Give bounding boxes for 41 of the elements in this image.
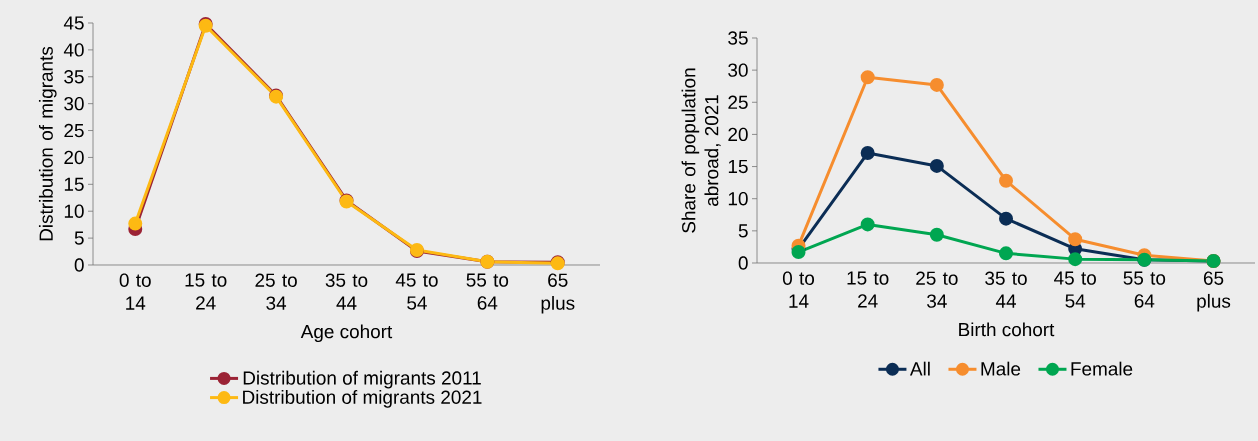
- y-tick-label: 10: [728, 192, 748, 206]
- x-tick-label: 45 to 54: [395, 273, 438, 310]
- legend-label: Female: [1071, 361, 1133, 376]
- y-tick-label: 5: [738, 224, 748, 238]
- x-tick-label: 55 to 64: [1123, 271, 1166, 308]
- x-tick-label: 0 to 14: [119, 273, 151, 310]
- y-tick-label: 15: [728, 159, 748, 174]
- y-tick-label: 20: [728, 127, 748, 142]
- x-tick-label: 0 to 14: [782, 271, 815, 308]
- y-tick-label: 10: [64, 204, 84, 218]
- y-tick-label: 25: [64, 123, 84, 138]
- y-tick-label: 45: [63, 16, 84, 30]
- x-tick-label: 15 to 24: [847, 271, 889, 308]
- x-axis-title: Age cohort: [300, 324, 393, 343]
- x-tick-label: 35 to 44: [325, 273, 368, 310]
- x-tick-label: 15 to 24: [185, 273, 227, 310]
- y-tick-label: 15: [64, 177, 84, 191]
- x-axis-title: Birth cohort: [959, 322, 1055, 337]
- y-tick-label: 0: [74, 258, 84, 272]
- x-tick-label: 45 to 54: [1054, 271, 1096, 308]
- y-tick-label: 30: [64, 96, 84, 111]
- y-tick-label: 0: [738, 256, 748, 270]
- legend-label: Male: [981, 361, 1021, 376]
- legend-label: Distribution of migrants 2011: [243, 370, 481, 389]
- y-axis-title: Share of population abroad, 2021: [681, 68, 721, 233]
- y-tick-label: 5: [74, 231, 84, 245]
- x-tick-label: 25 to 34: [255, 273, 297, 310]
- x-tick-label: 55 to 64: [466, 273, 509, 310]
- x-tick-label: 35 to 44: [985, 271, 1027, 308]
- y-axis-title: Distribution of migrants: [38, 46, 57, 241]
- legend-label: All: [909, 361, 930, 376]
- x-tick-label: 25 to 34: [916, 271, 958, 308]
- y-tick-label: 35: [64, 70, 84, 84]
- y-tick-label: 40: [63, 43, 84, 57]
- x-tick-label: 65 plus: [1197, 271, 1231, 312]
- y-tick-label: 25: [728, 95, 748, 109]
- x-tick-label: 65 plus: [541, 273, 575, 314]
- legend-label: Distribution of migrants 2021: [243, 390, 482, 408]
- y-tick-label: 20: [64, 150, 84, 165]
- y-tick-label: 35: [728, 31, 748, 45]
- y-tick-label: 30: [728, 63, 748, 77]
